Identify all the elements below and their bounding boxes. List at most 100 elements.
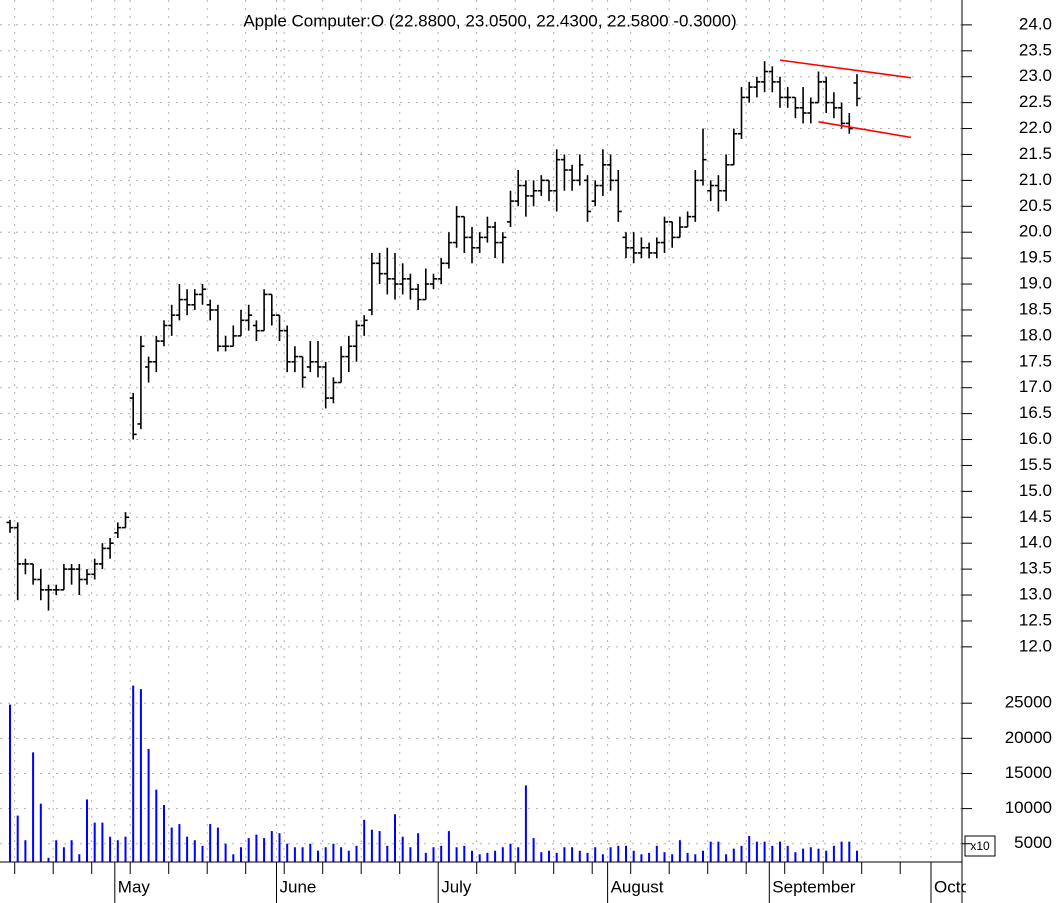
x-tick-label: July: [441, 877, 472, 896]
volume-bar: [524, 785, 527, 862]
volume-bar: [694, 854, 697, 862]
y-tick-label: 21.0: [1019, 170, 1052, 189]
volume-bar: [240, 847, 242, 862]
volume-bar: [270, 831, 273, 862]
volume-bar: [309, 843, 312, 862]
volume-bar: [771, 845, 774, 862]
volume-bar: [347, 850, 350, 862]
volume-bar: [571, 847, 574, 862]
volume-bar: [478, 854, 481, 862]
volume-bar: [216, 827, 219, 862]
volume-bar: [671, 854, 674, 862]
y-tick-label: 14.0: [1019, 533, 1052, 552]
volume-bar: [617, 845, 620, 862]
volume-bar: [93, 822, 96, 862]
volume-bar: [471, 850, 473, 862]
trend-line: [779, 59, 912, 79]
volume-bar: [55, 840, 58, 862]
y-tick-label: 17.5: [1019, 351, 1052, 370]
volume-bar: [301, 847, 304, 862]
volume-bar: [417, 833, 420, 862]
volume-bar: [463, 845, 466, 862]
y-tick-label: 22.5: [1019, 92, 1052, 111]
volume-bar: [9, 704, 11, 862]
y-tick-label: 20000: [1005, 728, 1052, 747]
y-tick-label: 10000: [1005, 798, 1052, 817]
volume-bar: [840, 841, 843, 862]
y-tick-label: 21.5: [1019, 144, 1052, 163]
volume-bar: [378, 831, 381, 862]
volume-bar: [170, 827, 173, 862]
grid-layer: [0, 0, 962, 862]
volume-bar: [809, 847, 812, 862]
volume-bar: [370, 829, 373, 862]
volume-bar: [286, 843, 289, 862]
volume-bar: [293, 847, 296, 862]
y-tick-label: 25000: [1005, 693, 1052, 712]
volume-bar: [794, 852, 797, 862]
volume-bar: [424, 852, 427, 862]
volume-bar: [62, 847, 65, 862]
x-tick-label: June: [280, 877, 317, 896]
volume-bar: [101, 822, 104, 862]
y-tick-label: 23.0: [1019, 66, 1052, 85]
volume-bar: [363, 819, 366, 862]
volume-bar: [317, 850, 319, 862]
volume-bar: [802, 848, 805, 862]
volume-bar: [186, 836, 189, 862]
volume-bar: [532, 838, 535, 862]
volume-bar: [640, 854, 643, 862]
volume-bar: [47, 857, 50, 862]
volume-bar: [702, 850, 704, 862]
y-tick-label: 17.0: [1019, 377, 1052, 396]
volume-bar: [263, 838, 266, 862]
volume-bar: [201, 845, 204, 862]
x-tick-label: August: [611, 877, 664, 896]
volume-bar: [455, 847, 458, 862]
mark-layer: [6, 59, 912, 862]
volume-bar: [755, 841, 758, 862]
y-tick-label: 5000: [1014, 833, 1052, 852]
volume-bar: [779, 841, 781, 862]
y-tick-label: 16.5: [1019, 403, 1052, 422]
volume-bar: [209, 824, 212, 862]
volume-bar: [501, 847, 504, 862]
volume-bar: [232, 854, 235, 862]
y-tick-label: 14.5: [1019, 507, 1052, 526]
volume-bar: [78, 854, 81, 862]
volume-bar: [655, 845, 658, 862]
volume-bar: [247, 838, 250, 862]
y-tick-label: 12.5: [1019, 610, 1052, 629]
volume-bar: [386, 845, 389, 862]
volume-bar: [563, 847, 566, 862]
y-tick-label: 16.0: [1019, 429, 1052, 448]
volume-bar: [663, 852, 666, 862]
y-tick-label: 19.0: [1019, 274, 1052, 293]
volume-bar: [494, 850, 497, 862]
volume-bar: [193, 840, 196, 862]
y-tick-label: 18.5: [1019, 299, 1052, 318]
volume-bar: [39, 803, 42, 862]
volume-bar: [601, 854, 604, 862]
volume-bar: [594, 847, 597, 862]
volume-bar: [109, 836, 112, 862]
volume-bar: [725, 854, 728, 862]
chart-subtitle: Apple Computer:O (22.8800, 23.0500, 22.4…: [243, 11, 736, 30]
volume-bar: [124, 836, 127, 862]
volume-bar: [486, 852, 489, 862]
volume-bar: [409, 847, 412, 862]
y-tick-label: 20.0: [1019, 222, 1052, 241]
volume-bar: [686, 852, 689, 862]
volume-bar: [509, 843, 512, 862]
volume-bar: [555, 852, 558, 862]
volume-bar: [32, 752, 35, 862]
y-tick-label: 18.0: [1019, 325, 1052, 344]
volume-bar: [609, 847, 612, 862]
y-tick-label: 12.0: [1019, 636, 1052, 655]
volume-bar: [132, 685, 135, 862]
volume-bar: [147, 748, 150, 862]
y-tick-label: 22.0: [1019, 118, 1052, 137]
volume-bar: [632, 850, 635, 862]
volume-bar: [447, 831, 450, 862]
